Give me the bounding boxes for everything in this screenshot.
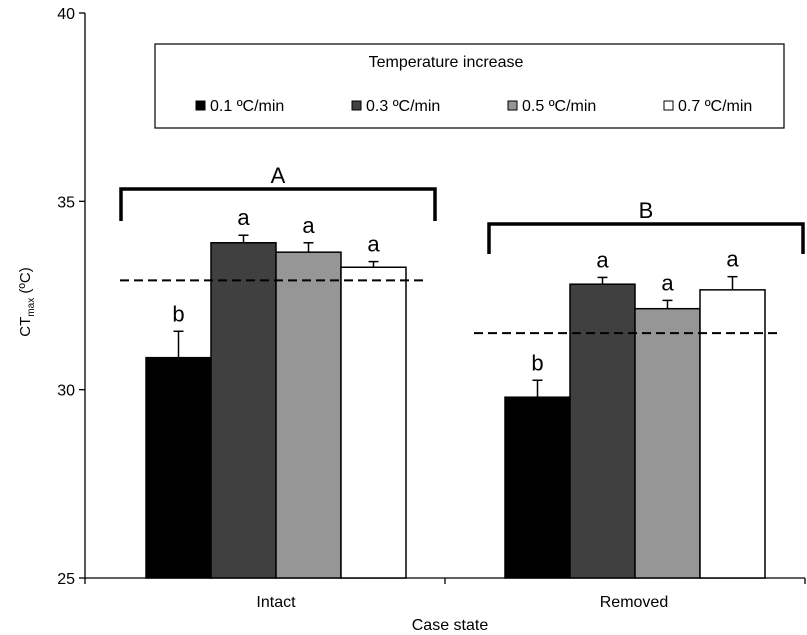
y-tick-label: 35 [57, 194, 75, 211]
legend-label: 0.5 ºC/min [522, 98, 596, 115]
y-axis-label: CTmax (ºC) [17, 267, 37, 336]
significance-letter: a [661, 270, 674, 295]
x-ticks: Intact Removed [84, 578, 806, 611]
significance-letter: b [531, 350, 543, 375]
legend-swatch [351, 100, 362, 111]
bar [634, 307, 701, 579]
bar [210, 242, 277, 579]
y-axis-label-main: CT [17, 317, 34, 337]
legend: Temperature increase 0.1 ºC/min 0.3 ºC/mi… [154, 43, 785, 129]
group-bracket [119, 187, 437, 221]
y-axis-label-sub: max [26, 298, 37, 317]
legend-title: Temperature increase [369, 54, 524, 71]
significance-letter: a [596, 247, 609, 272]
bar [504, 396, 571, 579]
group-letter: A [271, 163, 286, 188]
legend-swatch [195, 100, 206, 111]
y-tick-label: 30 [57, 383, 75, 400]
bar [340, 266, 407, 579]
bar [145, 356, 212, 579]
bars [145, 234, 766, 579]
significance-letter: a [237, 205, 250, 230]
group-bracket [487, 222, 805, 254]
significance-letter: a [367, 232, 380, 257]
legend-swatch [507, 100, 518, 111]
legend-items: 0.1 ºC/min 0.3 ºC/min 0.5 ºC/min 0.7 ºC/min [195, 98, 752, 115]
y-tick-label: 25 [57, 571, 75, 588]
x-axis-label: Case state [412, 617, 489, 634]
y-tick-label: 40 [57, 6, 75, 23]
group-letter: B [639, 198, 654, 223]
bar [275, 251, 342, 579]
bar [569, 283, 636, 579]
y-ticks: 25 30 35 40 [57, 6, 85, 588]
legend-label: 0.1 ºC/min [210, 98, 284, 115]
significance-letter: b [172, 301, 184, 326]
y-axis-label-unit: (ºC) [17, 267, 34, 297]
legend-label: 0.7 ºC/min [678, 98, 752, 115]
significance-letter: a [302, 213, 315, 238]
legend-swatch [663, 100, 674, 111]
legend-label: 0.3 ºC/min [366, 98, 440, 115]
x-tick-label: Removed [600, 594, 668, 611]
legend-box [154, 43, 785, 129]
bar [699, 289, 766, 579]
significance-letter: a [726, 247, 739, 272]
x-tick-label: Intact [256, 594, 296, 611]
